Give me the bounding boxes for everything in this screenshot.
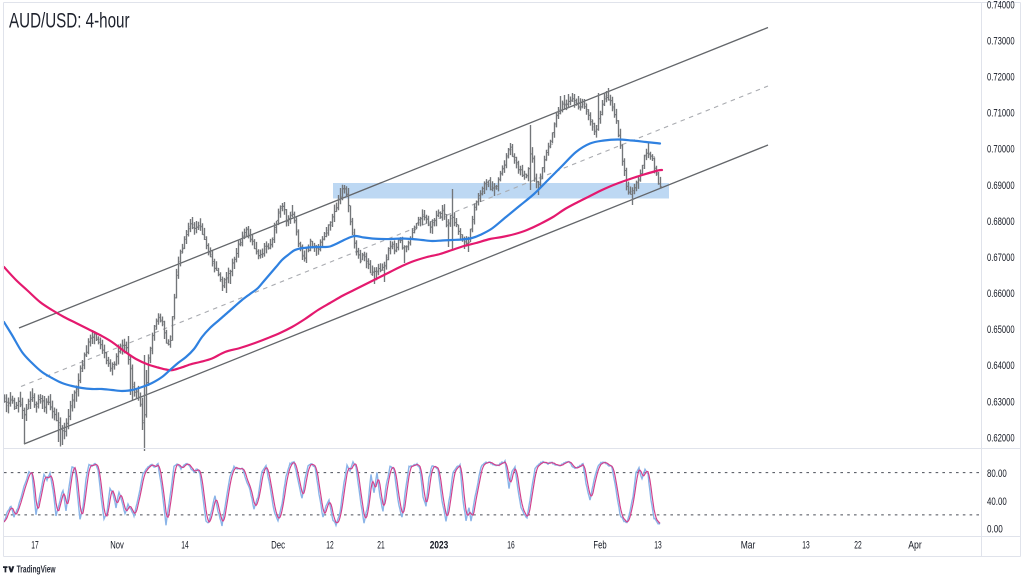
svg-text:0.63000: 0.63000: [987, 396, 1015, 408]
svg-text:12: 12: [326, 540, 333, 552]
svg-text:0.00: 0.00: [987, 524, 1003, 536]
svg-text:Apr: Apr: [908, 540, 922, 552]
svg-text:0.67000: 0.67000: [987, 252, 1015, 264]
svg-text:0.65000: 0.65000: [987, 324, 1015, 336]
svg-text:2023: 2023: [430, 540, 449, 552]
svg-text:0.74000: 0.74000: [987, 0, 1015, 11]
svg-text:13: 13: [654, 540, 661, 552]
svg-text:0.71000: 0.71000: [987, 108, 1015, 120]
svg-text:0.69000: 0.69000: [987, 180, 1015, 192]
svg-text:Nov: Nov: [110, 540, 124, 552]
svg-text:80.00: 80.00: [987, 468, 1007, 480]
svg-text:Mar: Mar: [741, 540, 756, 552]
svg-text:0.66000: 0.66000: [987, 288, 1015, 300]
svg-text:Feb: Feb: [593, 540, 606, 552]
svg-text:0.68000: 0.68000: [987, 216, 1015, 228]
svg-text:Dec: Dec: [271, 540, 285, 552]
svg-text:17: 17: [31, 540, 38, 552]
svg-text:40.00: 40.00: [987, 496, 1007, 508]
svg-text:14: 14: [181, 540, 188, 552]
svg-text:AUD/USD: 4-hour: AUD/USD: 4-hour: [9, 10, 130, 33]
svg-text:0.62000: 0.62000: [987, 432, 1015, 444]
svg-text:13: 13: [802, 540, 809, 552]
svg-text:0.73000: 0.73000: [987, 35, 1015, 47]
svg-text:16: 16: [507, 540, 514, 552]
svg-text:22: 22: [854, 540, 861, 552]
svg-text:0.64000: 0.64000: [987, 360, 1015, 372]
svg-text:0.72000: 0.72000: [987, 72, 1015, 84]
svg-text:0.70000: 0.70000: [987, 144, 1015, 156]
svg-text:21: 21: [377, 540, 384, 552]
svg-text:TradingView: TradingView: [17, 564, 56, 575]
